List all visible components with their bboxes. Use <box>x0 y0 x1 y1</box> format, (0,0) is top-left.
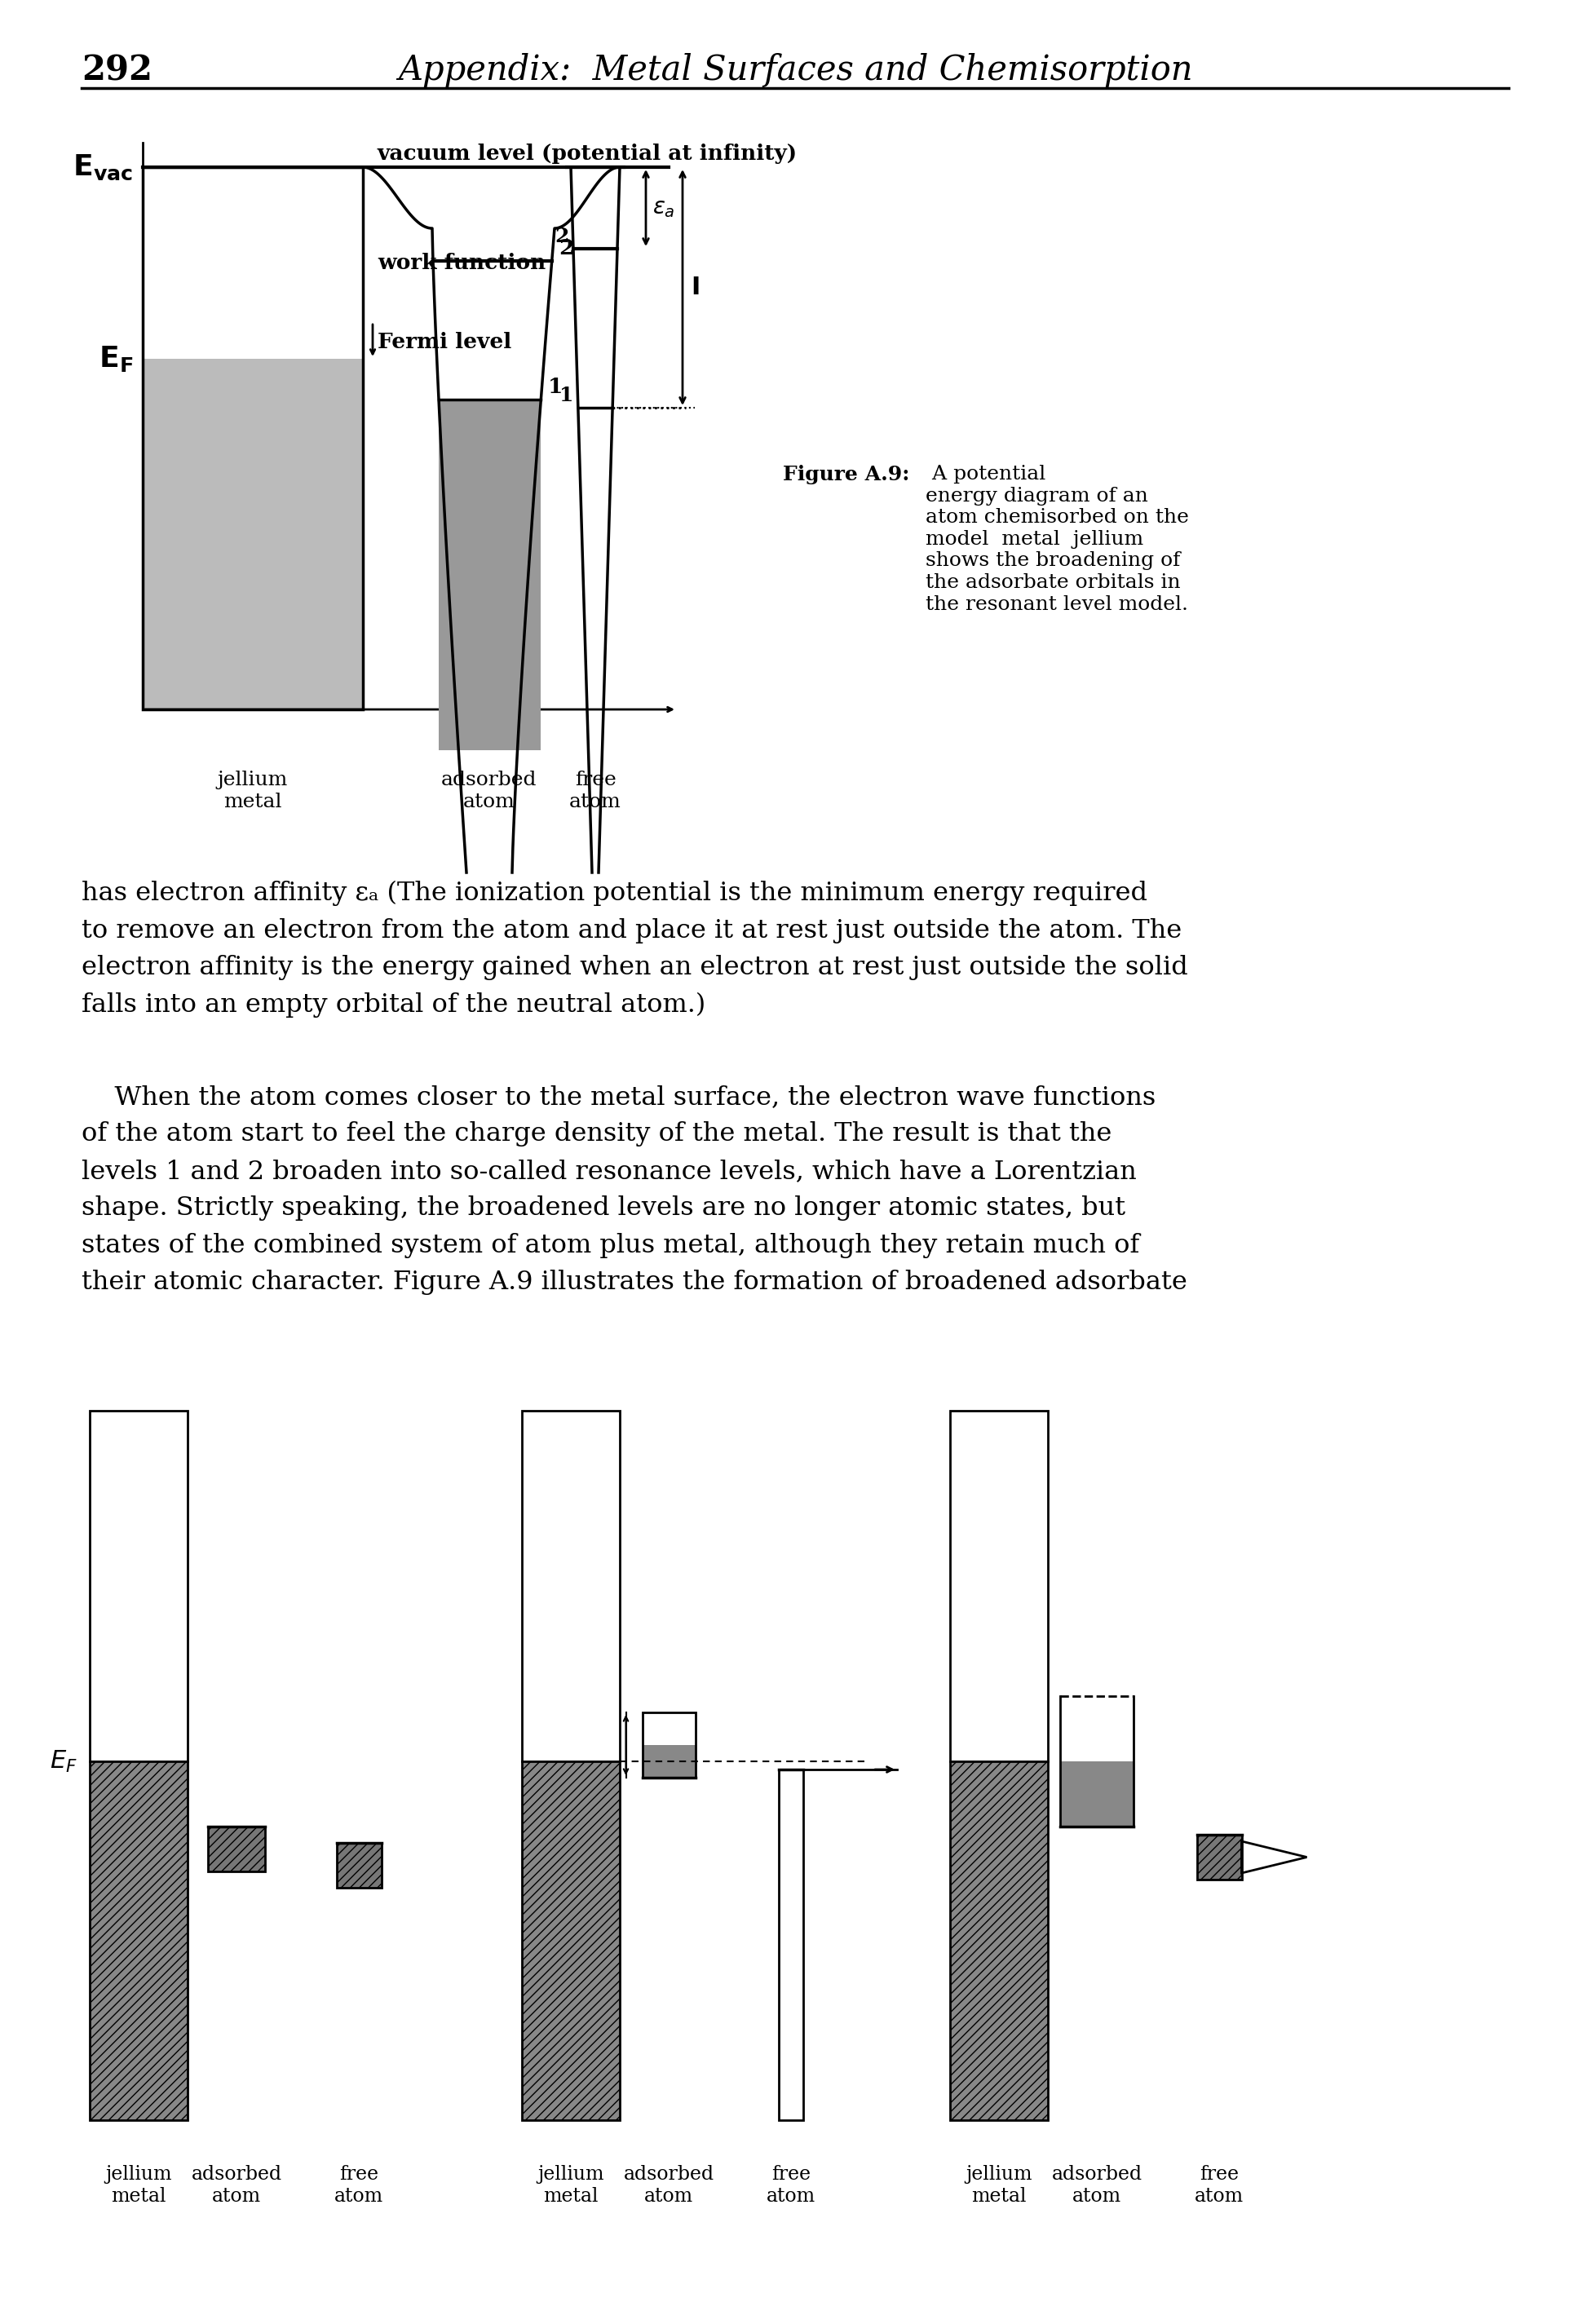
Text: $E_F$: $E_F$ <box>49 1748 78 1773</box>
Text: free
atom: free atom <box>570 772 622 811</box>
Text: free
atom: free atom <box>767 2166 816 2205</box>
Bar <box>643 1745 695 1778</box>
Text: jellium
metal: jellium metal <box>538 2166 605 2205</box>
Text: adsorbed
atom: adsorbed atom <box>191 2166 282 2205</box>
Text: 2: 2 <box>558 237 573 258</box>
Bar <box>522 1411 620 1762</box>
Bar <box>950 1411 1048 1762</box>
Bar <box>643 1713 695 1778</box>
Text: 1: 1 <box>547 376 563 397</box>
Text: 292: 292 <box>81 53 153 88</box>
Bar <box>89 1762 188 2119</box>
Text: $\mathbf{E_{vac}}$: $\mathbf{E_{vac}}$ <box>73 153 134 181</box>
Text: $\mathbf{I}$: $\mathbf{I}$ <box>690 274 700 300</box>
Bar <box>143 167 363 358</box>
Bar <box>143 167 363 709</box>
Text: adsorbed
atom: adsorbed atom <box>624 2166 714 2205</box>
Text: jellium
metal: jellium metal <box>966 2166 1033 2205</box>
Text: A potential
energy diagram of an
atom chemisorbed on the
model  metal  jellium
s: A potential energy diagram of an atom ch… <box>926 465 1188 614</box>
Bar <box>1196 1834 1241 1880</box>
Text: work function: work function <box>377 253 546 274</box>
Text: free
atom: free atom <box>1195 2166 1244 2205</box>
Bar <box>89 1411 188 1762</box>
Text: Figure A.9:: Figure A.9: <box>783 465 910 483</box>
Text: adsorbed
atom: adsorbed atom <box>441 772 538 811</box>
Text: vacuum level (potential at infinity): vacuum level (potential at infinity) <box>377 144 797 165</box>
Bar <box>439 400 541 751</box>
Text: When the atom comes closer to the metal surface, the electron wave functions
of : When the atom comes closer to the metal … <box>81 1085 1187 1294</box>
Text: 2: 2 <box>555 228 570 246</box>
Text: free
atom: free atom <box>334 2166 383 2205</box>
Text: 1: 1 <box>560 386 574 404</box>
Bar <box>778 1769 803 2119</box>
Text: jellium
metal: jellium metal <box>218 772 288 811</box>
Text: $\mathbf{E_F}$: $\mathbf{E_F}$ <box>99 344 134 374</box>
Bar <box>336 1843 382 1887</box>
Bar <box>950 1762 1048 2119</box>
Text: jellium
metal: jellium metal <box>105 2166 172 2205</box>
Text: Fermi level: Fermi level <box>377 332 512 353</box>
Bar <box>522 1762 620 2119</box>
Bar <box>208 1827 266 1871</box>
Text: $\varepsilon_a$: $\varepsilon_a$ <box>652 198 675 218</box>
Text: adsorbed
atom: adsorbed atom <box>1052 2166 1142 2205</box>
Bar <box>1060 1762 1133 1827</box>
Bar <box>143 358 363 709</box>
Text: Appendix:  Metal Surfaces and Chemisorption: Appendix: Metal Surfaces and Chemisorpti… <box>398 53 1192 88</box>
Text: has electron affinity εₐ (The ionization potential is the minimum energy require: has electron affinity εₐ (The ionization… <box>81 881 1188 1018</box>
